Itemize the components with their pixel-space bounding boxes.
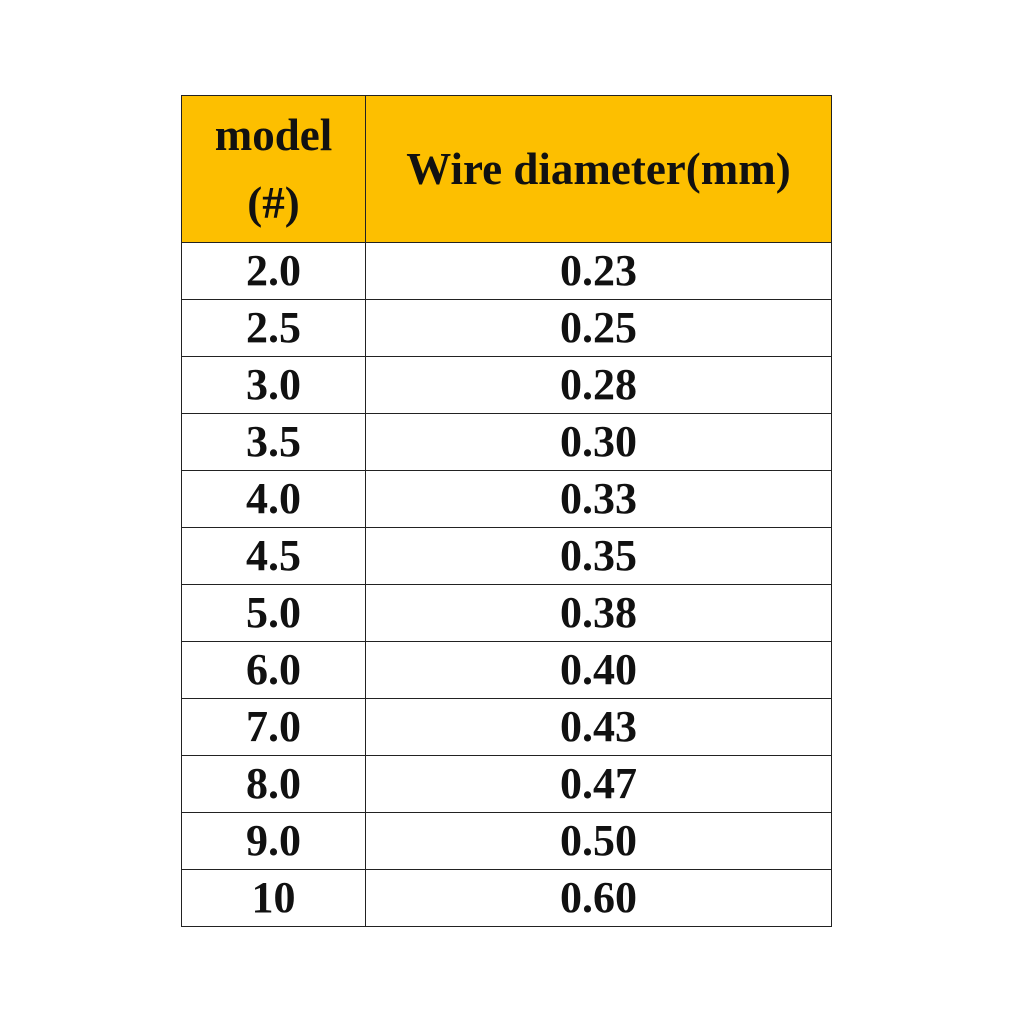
model-cell: 3.0	[181, 356, 366, 414]
model-cell: 9.0	[181, 812, 366, 870]
diameter-cell: 0.30	[365, 413, 832, 471]
model-cell: 7.0	[181, 698, 366, 756]
table-row: 5.0 0.38	[181, 584, 832, 642]
diameter-cell: 0.38	[365, 584, 832, 642]
table-row: 3.0 0.28	[181, 356, 832, 414]
table-row: 4.0 0.33	[181, 470, 832, 528]
model-cell: 6.0	[181, 641, 366, 699]
diameter-cell: 0.23	[365, 242, 832, 300]
model-cell: 2.5	[181, 299, 366, 357]
table-row: 6.0 0.40	[181, 641, 832, 699]
wire-table: model (#) Wire diameter(mm) 2.0 0.23 2.5 0.…	[181, 95, 832, 927]
model-cell: 2.0	[181, 242, 366, 300]
diameter-cell: 0.47	[365, 755, 832, 813]
table-row: 10 0.60	[181, 869, 832, 927]
table-row: 7.0 0.43	[181, 698, 832, 756]
model-cell: 4.5	[181, 527, 366, 585]
diameter-cell: 0.40	[365, 641, 832, 699]
model-cell: 8.0	[181, 755, 366, 813]
header-cell: model (#)	[181, 95, 366, 243]
model-cell: 5.0	[181, 584, 366, 642]
diameter-cell: 0.35	[365, 527, 832, 585]
diameter-cell: 0.28	[365, 356, 832, 414]
table-row: 2.5 0.25	[181, 299, 832, 357]
table-row: 8.0 0.47	[181, 755, 832, 813]
table-row: 2.0 0.23	[181, 242, 832, 300]
diameter-cell: 0.50	[365, 812, 832, 870]
header-cell: Wire diameter(mm)	[365, 95, 832, 243]
table-header: model (#) Wire diameter(mm)	[181, 95, 832, 243]
model-cell: 10	[181, 869, 366, 927]
diameter-cell: 0.43	[365, 698, 832, 756]
header-row: model (#) Wire diameter(mm)	[181, 95, 832, 243]
model-cell: 4.0	[181, 470, 366, 528]
table-row: 9.0 0.50	[181, 812, 832, 870]
diameter-cell: 0.33	[365, 470, 832, 528]
table-row: 4.5 0.35	[181, 527, 832, 585]
table-body: 2.0 0.23 2.5 0.25 3.0 0.28 3.5 0.30 4.0 0.33 4.5 0.…	[181, 242, 832, 927]
diameter-cell: 0.60	[365, 869, 832, 927]
table-row: 3.5 0.30	[181, 413, 832, 471]
model-cell: 3.5	[181, 413, 366, 471]
diameter-cell: 0.25	[365, 299, 832, 357]
